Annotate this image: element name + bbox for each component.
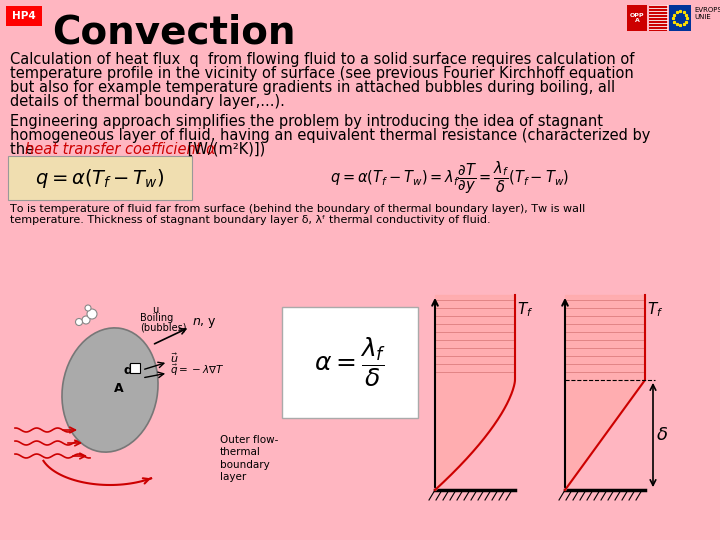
Text: $T_f$: $T_f$ [647, 300, 663, 319]
FancyBboxPatch shape [669, 5, 691, 31]
Ellipse shape [62, 328, 158, 452]
FancyBboxPatch shape [649, 5, 667, 31]
Text: u: u [152, 305, 158, 315]
FancyBboxPatch shape [130, 363, 140, 373]
FancyBboxPatch shape [627, 5, 647, 31]
Circle shape [87, 309, 97, 319]
Text: but also for example temperature gradients in attached bubbles during boiling, a: but also for example temperature gradien… [10, 80, 615, 95]
Text: Boiling: Boiling [140, 313, 174, 323]
Text: $\vec{q} = -\lambda \nabla T$: $\vec{q} = -\lambda \nabla T$ [170, 362, 224, 378]
Text: Engineering approach simplifies the problem by introducing the idea of stagnant: Engineering approach simplifies the prob… [10, 114, 603, 129]
Text: $\alpha = \dfrac{\lambda_f}{\delta}$: $\alpha = \dfrac{\lambda_f}{\delta}$ [314, 336, 386, 389]
Text: temperature profile in the vicinity of surface (see previous Fourier Kirchhoff e: temperature profile in the vicinity of s… [10, 66, 634, 81]
Text: $n$, y: $n$, y [192, 316, 217, 330]
Text: Convection: Convection [52, 13, 295, 51]
FancyBboxPatch shape [8, 156, 192, 200]
Text: $T_f$: $T_f$ [517, 300, 534, 319]
Text: EVROPSKÁ
UNIE: EVROPSKÁ UNIE [694, 6, 720, 20]
Text: $q = \alpha(T_f -T_w) = \lambda_f \dfrac{\partial T}{\partial y} = \dfrac{\lambd: $q = \alpha(T_f -T_w) = \lambda_f \dfrac… [330, 160, 570, 196]
Text: [W/(m²K)]): [W/(m²K)]) [183, 142, 265, 157]
Text: homogeneous layer of fluid, having an equivalent thermal resistance (characteriz: homogeneous layer of fluid, having an eq… [10, 128, 650, 143]
Text: HP4: HP4 [12, 11, 36, 21]
FancyBboxPatch shape [6, 6, 42, 26]
Text: Calculation of heat flux  q  from flowing fluid to a solid surface requires calc: Calculation of heat flux q from flowing … [10, 52, 634, 67]
Text: $q = \alpha(T_f - T_w)$: $q = \alpha(T_f - T_w)$ [35, 166, 165, 190]
Text: OPP
A: OPP A [630, 12, 644, 23]
Text: the: the [10, 142, 39, 157]
Circle shape [76, 319, 83, 326]
Text: A: A [114, 381, 124, 395]
Text: d: d [124, 363, 132, 376]
Text: (bubbles): (bubbles) [140, 323, 186, 333]
Text: temperature. Thickness of stagnant boundary layer δ, λᶠ thermal conductivity of : temperature. Thickness of stagnant bound… [10, 215, 490, 225]
Circle shape [85, 305, 91, 311]
Text: details of thermal boundary layer,...).: details of thermal boundary layer,...). [10, 94, 285, 109]
Text: $\delta$: $\delta$ [656, 426, 668, 444]
Circle shape [82, 316, 90, 324]
FancyBboxPatch shape [282, 307, 418, 418]
Text: Tᴏ is temperature of fluid far from surface (behind the boundary of thermal boun: Tᴏ is temperature of fluid far from surf… [10, 204, 585, 214]
Text: $\vec{u}$: $\vec{u}$ [170, 351, 179, 365]
Text: Outer flow-
thermal
boundary
layer: Outer flow- thermal boundary layer [220, 435, 279, 482]
Text: heat transfer coefficient α: heat transfer coefficient α [25, 142, 216, 157]
